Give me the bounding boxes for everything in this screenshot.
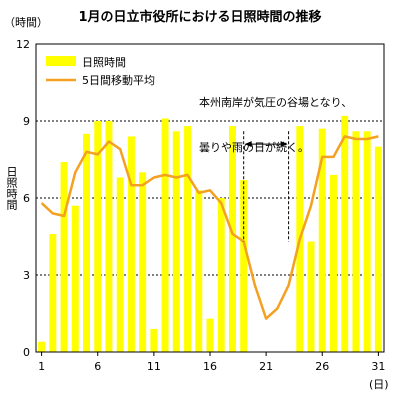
bar — [195, 190, 203, 352]
bar-series — [38, 115, 382, 352]
bar — [94, 121, 102, 352]
moving-average-line — [40, 135, 379, 320]
y-tick-label: 0 — [23, 346, 30, 359]
bar — [330, 174, 337, 352]
bar — [161, 118, 169, 352]
annotation-arrowhead-right — [280, 141, 288, 148]
bar — [172, 131, 180, 352]
bar — [83, 133, 90, 352]
y-tick-label: 6 — [23, 192, 30, 205]
x-tick-label: 21 — [259, 360, 273, 373]
legend-swatch-bar — [46, 56, 76, 66]
bar — [38, 341, 46, 352]
x-tick-label: 1 — [38, 360, 45, 373]
axes — [35, 43, 385, 356]
bar — [363, 131, 371, 352]
legend: 日照時間 5日間移動平均 — [43, 51, 157, 93]
x-unit-label: (日) — [369, 378, 389, 391]
annotation-text: 本州南岸が気圧の谷場となり、 曇りや雨の日が続く。 — [199, 65, 352, 170]
bar — [49, 233, 57, 352]
y-tick-label: 3 — [23, 269, 30, 282]
annotation-line-1: 本州南岸が気圧の谷場となり、 — [199, 96, 353, 109]
bar — [206, 318, 214, 352]
bar — [352, 131, 360, 352]
bar — [341, 115, 349, 352]
y-tick-label: 12 — [16, 38, 30, 51]
y-tick-label: 9 — [23, 115, 30, 128]
annotation-line-2: 曇りや雨の日が続く。 — [199, 141, 309, 154]
bar — [217, 198, 225, 352]
bar — [150, 328, 158, 352]
bar — [105, 121, 113, 352]
bar — [71, 205, 79, 352]
line-series — [40, 135, 379, 320]
legend-label-bar: 日照時間 — [82, 56, 126, 69]
x-tick-label: 11 — [147, 360, 161, 373]
x-tick-label: 26 — [315, 360, 329, 373]
bar — [184, 126, 192, 352]
bar — [374, 146, 382, 352]
y-unit-label: （時間） — [4, 16, 48, 29]
bar — [139, 172, 147, 352]
x-tick-label: 31 — [371, 360, 385, 373]
x-tick-label: 16 — [203, 360, 217, 373]
bar — [318, 128, 326, 352]
legend-label-line: 5日間移動平均 — [82, 73, 155, 87]
bar — [127, 136, 135, 352]
bar — [60, 162, 68, 352]
bar — [116, 177, 124, 352]
bar — [307, 241, 315, 352]
annotation-markers — [243, 131, 290, 242]
bar — [228, 126, 236, 352]
annotation-arrowhead-left — [244, 141, 252, 148]
y-axis-label: 日照時間 — [5, 166, 18, 210]
chart-title: 1月の日立市役所における日照時間の推移 — [78, 10, 322, 25]
bar — [240, 180, 248, 352]
x-tick-label: 6 — [94, 360, 101, 373]
